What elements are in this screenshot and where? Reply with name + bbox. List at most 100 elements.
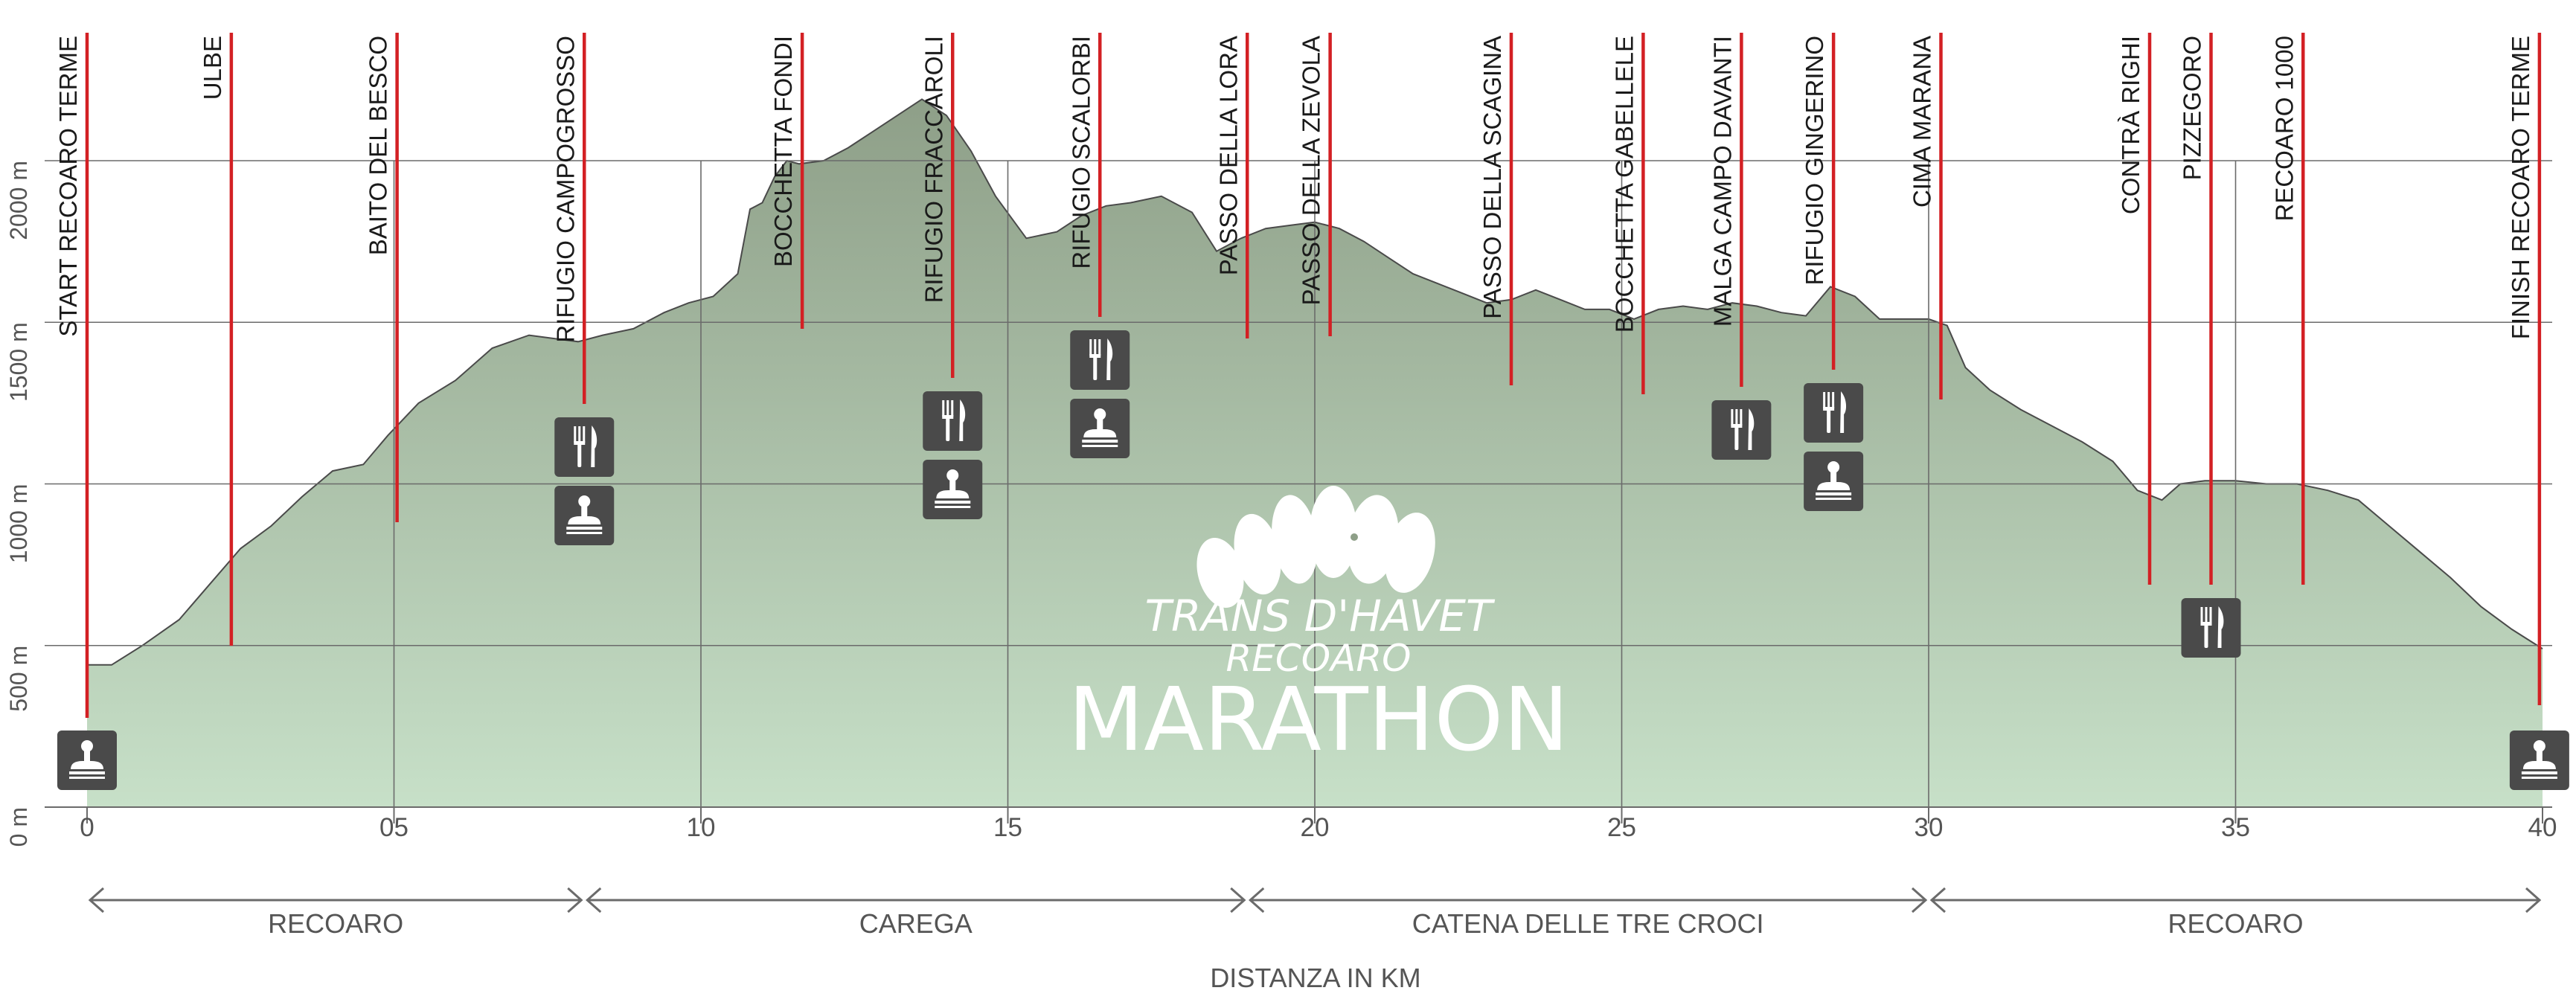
stamp-base-line (2521, 771, 2557, 774)
waypoint-label: RIFUGIO SCALORBI (1067, 36, 1095, 269)
stamp-body (568, 516, 601, 524)
logo-stone (1385, 513, 1435, 593)
fork-handle (2204, 624, 2208, 648)
y-tick-label: 0 m (5, 807, 32, 847)
icon-badge (1711, 400, 1772, 460)
section-arrow-head-right (2525, 887, 2542, 914)
stamp-neck (1830, 472, 1837, 482)
waypoint-label: BAITO DEL BESCO (365, 36, 392, 255)
waypoint-label: RIFUGIO CAMPOGROSSO (551, 36, 579, 343)
stamp-base-line (69, 771, 105, 774)
x-tick-label: 15 (993, 813, 1022, 842)
logo-eye (1351, 533, 1358, 541)
waypoint-label: START RECOARO TERME (54, 36, 82, 337)
section-label: CAREGA (859, 908, 973, 939)
stamp-body (2522, 761, 2556, 769)
stamp-knob (81, 740, 93, 752)
stamp-knob (2533, 740, 2545, 752)
stamp-icon (1070, 399, 1130, 458)
stamp-base-line (935, 506, 971, 508)
axes-layer: 0 m 500 m 1000 m 1500 m 2000 m 0 05 10 15 20 25 30 3… (5, 161, 2557, 993)
section-label: RECOARO (268, 908, 403, 939)
section-arrow-head-right (1230, 887, 1246, 914)
fork-prong (1731, 409, 1734, 426)
knife-blade (1748, 408, 1755, 450)
logo-stone (1272, 495, 1318, 584)
fork-neck (1823, 407, 1835, 411)
fork-handle (1827, 409, 1831, 433)
y-tick-label: 2000 m (5, 161, 32, 240)
fork-prong (1735, 409, 1738, 426)
waypoint-icons (57, 330, 2569, 790)
x-tick-label: 25 (1607, 813, 1636, 842)
stamp-base-line (566, 532, 603, 534)
fork-handle (1093, 356, 1098, 380)
knife-blade (2217, 606, 2224, 648)
stamp-icon (923, 460, 983, 519)
waypoint-label: BOCCHETTA FONDI (769, 36, 797, 267)
fork-prong (1740, 409, 1743, 426)
fork-knife-icon (2181, 598, 2241, 658)
waypoint-label: RECOARO 1000 (2270, 36, 2298, 221)
waypoint-markers: START RECOARO TERME ULBE BAITO DEL BESCO RI… (54, 33, 2542, 718)
fork-prong (2200, 607, 2203, 623)
waypoint-label: FINISH RECOARO TERME (2507, 36, 2534, 339)
y-tick-label: 500 m (5, 646, 32, 712)
fork-prong (1827, 392, 1830, 408)
fork-prong (574, 426, 577, 443)
section-arrow-head-left (88, 887, 104, 914)
x-tick-label: 40 (2528, 813, 2557, 842)
x-tick-label: 10 (687, 813, 716, 842)
stamp-body (1817, 482, 1851, 490)
waypoint-label: PIZZEGORO (2179, 36, 2206, 180)
fork-neck (1731, 424, 1743, 428)
grid-layer (45, 160, 2552, 807)
knife-blade (1106, 338, 1113, 380)
waypoint-label: BOCCHETTA GABELLELE (1610, 36, 1638, 333)
stamp-icon (57, 731, 117, 790)
logo-line1: TRANS D'HAVET (1145, 591, 1496, 641)
stamp-body (71, 761, 103, 769)
waypoint-label: PASSO DELLA SCAGINA (1478, 36, 1506, 319)
fork-knife-icon (1711, 400, 1772, 460)
fork-knife-icon (1804, 383, 1864, 443)
logo-line2: RECOARO (1226, 637, 1412, 680)
waypoint-label: CONTRÀ RIGHI (2117, 36, 2144, 214)
logo-stone (1234, 513, 1281, 595)
fork-knife-icon (554, 417, 615, 477)
logo-stone (1196, 537, 1244, 609)
x-tick-label: 30 (1915, 813, 1944, 842)
fork-prong (946, 400, 949, 417)
waypoint-label: MALGA CAMPO DAVANTI (1708, 36, 1736, 327)
fork-neck (574, 441, 586, 445)
stamp-base-line (1816, 498, 1852, 500)
logo-line3: MARATHON (1068, 668, 1569, 771)
waypoint-label: ULBE (199, 36, 226, 100)
fork-prong (1832, 392, 1835, 408)
stamp-body (936, 490, 970, 498)
fork-prong (2205, 607, 2208, 623)
stamp-icon (2509, 731, 2569, 790)
fork-prong (951, 400, 954, 417)
stamp-base-line (1082, 445, 1118, 447)
fork-knife-icon (1070, 330, 1130, 390)
stamp-icon (554, 486, 615, 545)
section-arrow-head-right (1912, 887, 1928, 914)
fork-neck (1089, 354, 1101, 358)
section-labels: RECOARO CAREGA CATENA DELLE TRE CROCI RECOA… (88, 887, 2542, 939)
stamp-neck (84, 751, 90, 761)
fork-prong (2209, 607, 2212, 623)
y-tick-label: 1000 m (5, 484, 32, 564)
stamp-base-line (69, 777, 105, 779)
stamp-base-line (1816, 492, 1852, 495)
x-axis-title: DISTANZA IN KM (1210, 963, 1420, 993)
waypoint-label: RIFUGIO GINGERINO (1801, 36, 1828, 286)
icon-badge (554, 417, 615, 477)
stamp-neck (1097, 419, 1103, 429)
knife-blade (1840, 391, 1847, 433)
stamp-base-line (1082, 440, 1118, 443)
fork-handle (946, 417, 950, 441)
fork-prong (1094, 339, 1097, 356)
